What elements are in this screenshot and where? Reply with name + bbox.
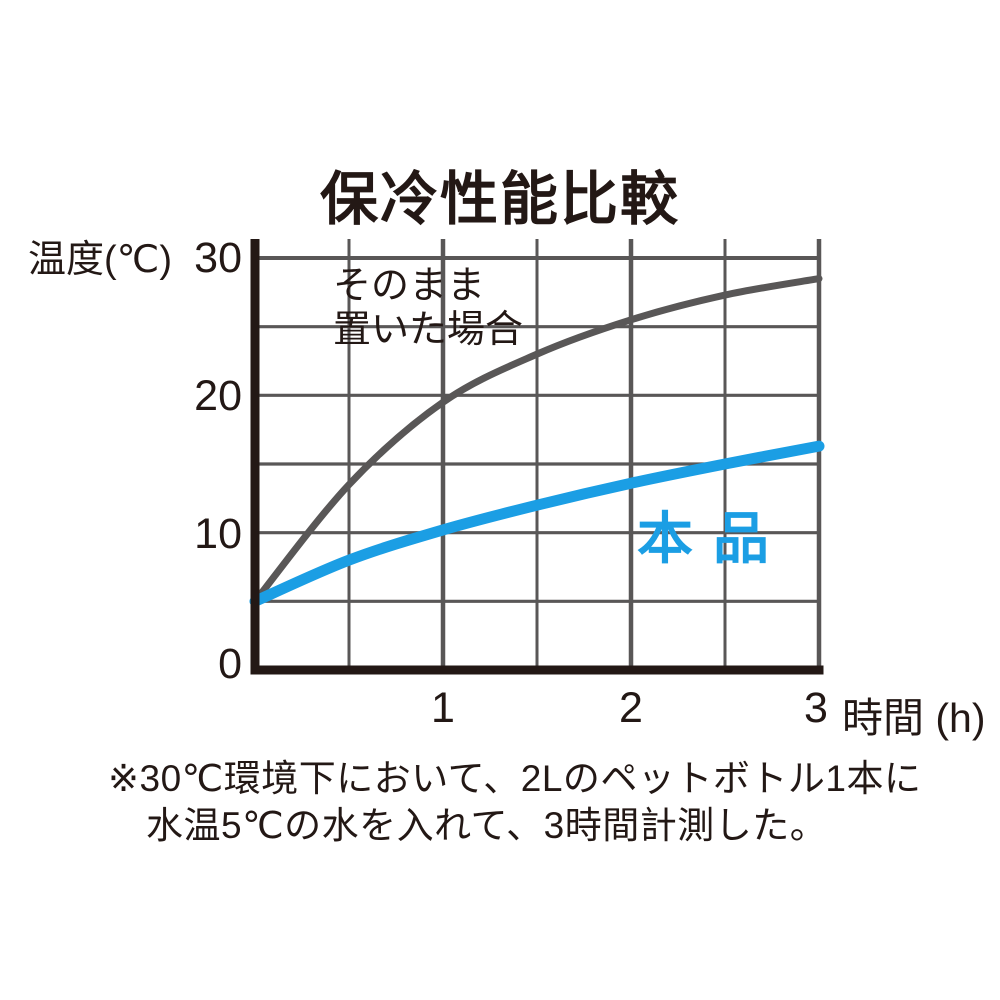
x-tick-2: 2 (619, 684, 643, 732)
series-label-ambient-line1: そのまま (333, 265, 486, 307)
y-tick-20: 20 (194, 372, 242, 420)
series-label-ambient: そのまま 置いた場合 (333, 264, 523, 352)
page-title: 保冷性能比較 (319, 167, 680, 232)
x-tick-1: 1 (431, 684, 455, 732)
x-tick-3: 3 (804, 684, 828, 732)
curve-product (249, 440, 825, 607)
y-tick-0: 0 (218, 640, 242, 688)
x-axis-unit-label: 時間 (h) (842, 695, 986, 741)
footnote-line2: 水温5℃の水を入れて、3時間計測した。 (146, 805, 828, 846)
footnote-line1: ※30℃環境下において、2Lのペットボトル1本に (108, 758, 922, 799)
y-tick-30: 30 (194, 234, 242, 282)
curve-ambient (251, 275, 823, 605)
y-tick-10: 10 (194, 510, 242, 558)
series-label-ambient-line2: 置いた場合 (333, 309, 524, 351)
series-label-product: 本品 (637, 507, 789, 570)
y-axis-unit-label: 温度(℃) (28, 239, 172, 281)
